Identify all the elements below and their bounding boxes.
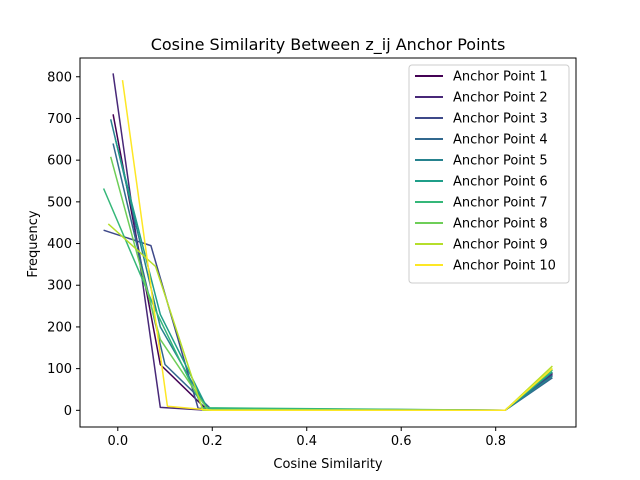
legend-label-2: Anchor Point 2: [453, 91, 548, 106]
x-tick-label: 0.8: [485, 434, 506, 449]
y-tick-label: 400: [47, 237, 72, 252]
x-tick-label: 0.2: [202, 434, 223, 449]
y-tick-label: 800: [47, 70, 72, 85]
legend-label-10: Anchor Point 10: [453, 259, 556, 274]
x-axis-label: Cosine Similarity: [273, 457, 383, 472]
legend-label-7: Anchor Point 7: [453, 196, 548, 211]
legend-label-8: Anchor Point 8: [453, 217, 548, 232]
x-tick-label: 0.0: [107, 434, 128, 449]
legend-label-6: Anchor Point 6: [453, 175, 548, 190]
x-tick-label: 0.6: [391, 434, 412, 449]
y-axis-ticks: 0 100 200 300 400 500 600 700 800: [47, 70, 80, 419]
y-tick-label: 700: [47, 112, 72, 127]
legend-box: [408, 64, 570, 284]
legend: Anchor Point 1 Anchor Point 2 Anchor Point…: [408, 64, 570, 284]
axes-frame: [79, 57, 577, 428]
y-tick-label: 600: [47, 154, 72, 169]
legend-label-5: Anchor Point 5: [453, 154, 548, 169]
legend-label-9: Anchor Point 9: [453, 238, 548, 253]
y-tick-label: 300: [47, 279, 72, 294]
plot-area: [79, 57, 577, 428]
x-axis-ticks: 0.0 0.2 0.4 0.6 0.8: [107, 427, 506, 449]
y-axis-label: Frequency: [26, 210, 41, 277]
series-line-10: [121, 79, 553, 412]
legend-label-1: Anchor Point 1: [453, 70, 548, 85]
legend-label-4: Anchor Point 4: [453, 133, 548, 148]
y-tick-label: 500: [47, 195, 72, 210]
chart-title: Cosine Similarity Between z_ij Anchor Po…: [151, 35, 506, 55]
y-tick-label: 0: [64, 404, 72, 419]
y-tick-label: 200: [47, 320, 72, 335]
y-tick-label: 100: [47, 362, 72, 377]
series-layer: [102, 73, 553, 412]
legend-label-3: Anchor Point 3: [453, 112, 548, 127]
x-tick-label: 0.4: [296, 434, 317, 449]
